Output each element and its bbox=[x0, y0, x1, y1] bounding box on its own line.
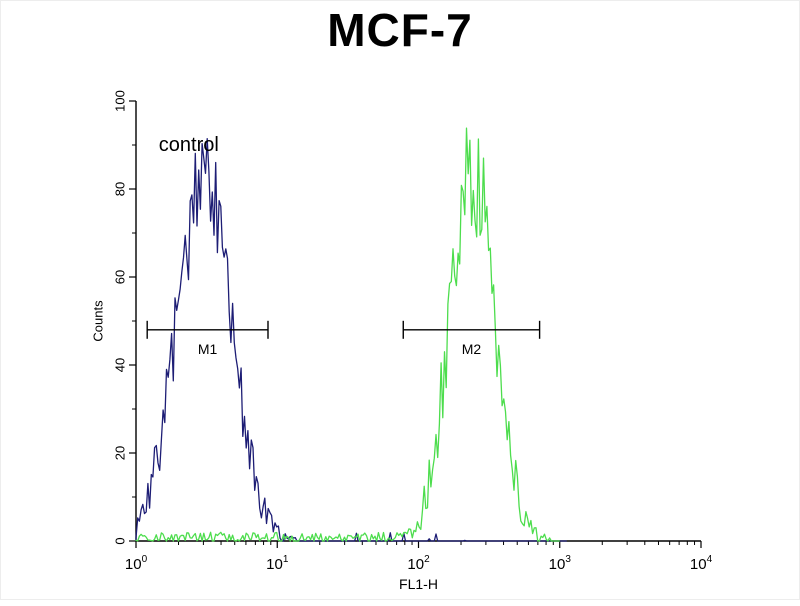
y-tick-label: 80 bbox=[113, 182, 128, 196]
x-tick-label: 100 bbox=[125, 554, 148, 573]
annotation-control: control bbox=[159, 134, 219, 156]
y-tick-label: 60 bbox=[113, 270, 128, 284]
y-tick-label: 100 bbox=[113, 90, 128, 112]
series-green-sample-curve bbox=[135, 127, 560, 542]
marker-label: M1 bbox=[198, 341, 218, 357]
marker-m1: M1 bbox=[146, 320, 269, 357]
y-tick-label: 40 bbox=[113, 358, 128, 372]
y-axis-title: Counts bbox=[91, 300, 106, 342]
marker-m2: M2 bbox=[402, 320, 541, 357]
y-tick-label: 20 bbox=[113, 446, 128, 460]
series-control-curve bbox=[135, 138, 568, 542]
x-axis-title: FL1-H bbox=[399, 576, 438, 592]
x-tick-label: 104 bbox=[690, 554, 713, 573]
marker-label: M2 bbox=[462, 341, 482, 357]
x-tick-label: 103 bbox=[549, 554, 572, 573]
chart-title: MCF-7 bbox=[327, 4, 473, 56]
y-tick-label: 0 bbox=[113, 537, 128, 544]
x-tick-label: 101 bbox=[266, 554, 289, 573]
x-tick-label: 102 bbox=[407, 554, 430, 573]
